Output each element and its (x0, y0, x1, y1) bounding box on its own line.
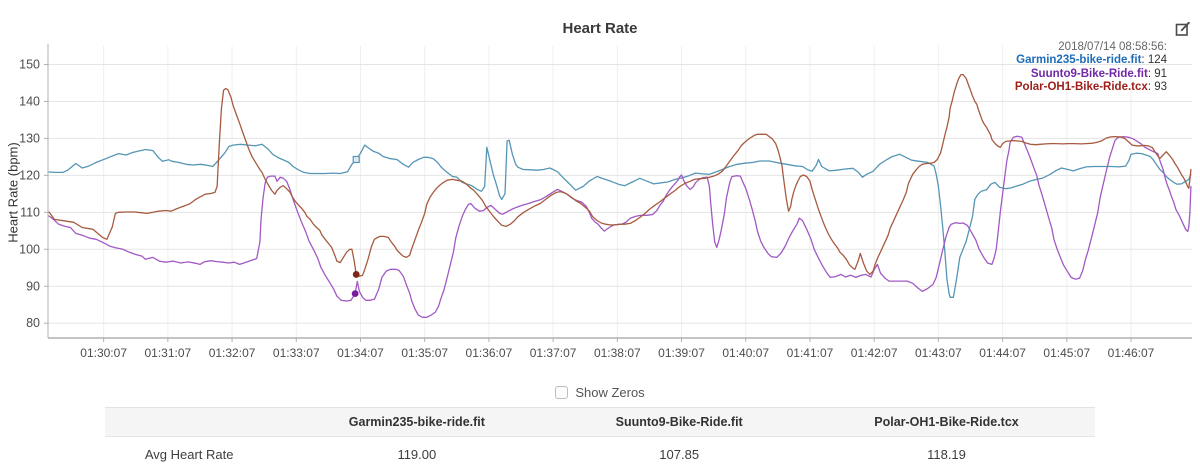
y-tick-label: 110 (20, 205, 40, 219)
series-line-suunto9-bike-ride-fit[interactable] (48, 135, 1192, 318)
table-row: Avg Heart Rate 119.00 107.85 118.19 (105, 437, 1095, 473)
series-line-garmin235-bike-ride-fit[interactable] (48, 139, 1192, 298)
y-tick-label: 100 (19, 242, 40, 256)
x-tick-label: 01:42:07 (851, 346, 898, 360)
heart-rate-chart[interactable]: 80 90 100 110 120 130 140 150 01:30:07 01:31:07 01… (0, 0, 1200, 370)
y-tick-label: 90 (26, 279, 40, 293)
gridlines (48, 46, 1192, 338)
x-tick-label: 01:43:07 (915, 346, 962, 360)
y-tick-label: 150 (19, 57, 40, 71)
x-tick-label: 01:41:07 (787, 346, 834, 360)
stats-header-row: Garmin235-bike-ride.fit Suunto9-Bike-Rid… (105, 407, 1095, 437)
stats-header-suunto: Suunto9-Bike-Ride.fit (615, 415, 743, 429)
x-tick-label: 01:45:07 (1043, 346, 1090, 360)
stats-header-empty (105, 408, 273, 437)
x-tick-label: 01:44:07 (979, 346, 1026, 360)
legend-entry-garmin: Garmin235-bike-ride.fit: 124 (1016, 54, 1167, 67)
chart-legend: 2018/07/14 08:58:56: Garmin235-bike-ride… (1015, 41, 1167, 95)
stats-header-garmin: Garmin235-bike-ride.fit (348, 415, 485, 429)
series-line-polar-oh1-bike-ride-tcx[interactable] (48, 73, 1192, 277)
stats-table: Garmin235-bike-ride.fit Suunto9-Bike-Rid… (105, 407, 1095, 472)
show-zeros-label: Show Zeros (575, 385, 645, 400)
row-label: Avg Heart Rate (144, 447, 234, 462)
hover-marker-dot (352, 271, 360, 278)
y-tick-label: 120 (19, 168, 40, 182)
x-tick-label: 01:36:07 (466, 346, 513, 360)
avg-hr-polar: 118.19 (927, 447, 966, 462)
edit-icon[interactable] (1175, 21, 1191, 37)
x-tick-label: 01:37:07 (530, 346, 577, 360)
y-tick-label: 130 (19, 131, 40, 145)
show-zeros-control[interactable]: Show Zeros (0, 385, 1200, 400)
axes: 80 90 100 110 120 130 140 150 01:30:07 01:31:07 01… (19, 44, 1192, 360)
legend-timestamp: 2018/07/14 08:58:56: (1058, 41, 1167, 53)
y-tick-label: 140 (19, 94, 40, 108)
x-tick-label: 01:35:07 (401, 346, 448, 360)
x-tick-label: 01:38:07 (594, 346, 641, 360)
x-tick-label: 01:34:07 (337, 346, 384, 360)
chart-title: Heart Rate (562, 20, 638, 37)
avg-hr-suunto: 107.85 (659, 447, 700, 462)
x-tick-label: 01:39:07 (658, 346, 705, 360)
y-tick-label: 80 (26, 316, 40, 330)
show-zeros-checkbox[interactable] (555, 386, 569, 399)
legend-entry-suunto: Suunto9-Bike-Ride.fit: 91 (1030, 67, 1167, 80)
x-tick-label: 01:40:07 (722, 346, 769, 360)
x-tick-label: 01:30:07 (80, 346, 127, 360)
avg-hr-garmin: 119.00 (397, 447, 437, 462)
x-tick-label: 01:32:07 (209, 346, 256, 360)
x-tick-label: 01:31:07 (144, 346, 191, 360)
stats-header-polar: Polar-OH1-Bike-Ride.tcx (874, 415, 1019, 429)
hover-marker-square (352, 155, 360, 164)
legend-entry-polar: Polar-OH1-Bike-Ride.tcx: 93 (1014, 81, 1167, 94)
hover-marker-dot (351, 290, 359, 298)
x-tick-label: 01:33:07 (273, 346, 320, 360)
x-tick-label: 01:46:07 (1108, 346, 1155, 360)
